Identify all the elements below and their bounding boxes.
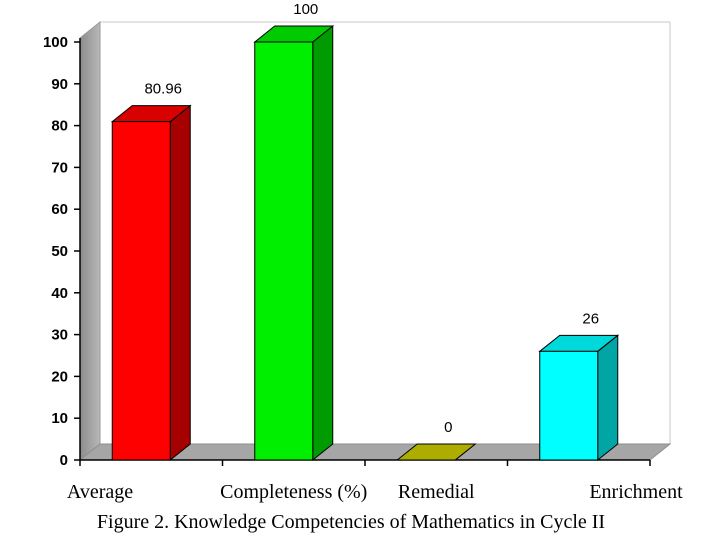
side-wall [79, 20, 101, 462]
bar-front [254, 41, 314, 461]
bar-side [312, 24, 334, 462]
y-tick-label: 80 [51, 118, 68, 135]
y-tick-label: 70 [51, 159, 68, 176]
bar [538, 334, 620, 462]
category-label: Enrichment [589, 481, 683, 503]
data-label: 0 [444, 419, 452, 436]
bar-front [539, 350, 599, 461]
bar [110, 104, 192, 462]
bar [395, 443, 477, 461]
y-tick-label: 100 [43, 34, 68, 51]
y-tick-label: 20 [51, 368, 68, 385]
category-label: Completeness (%) [220, 481, 367, 503]
bar-series [110, 24, 620, 462]
y-tick-label: 50 [51, 243, 68, 260]
y-tick-label: 0 [60, 452, 68, 469]
category-label: Remedial [398, 481, 475, 503]
bar-side [597, 334, 619, 462]
y-axis: 0 10 20 30 40 50 60 70 80 90 100 [43, 34, 81, 469]
category-labels: Average Completeness (%) Remedial Enrichmen… [67, 481, 683, 503]
y-tick-label: 60 [51, 201, 68, 218]
data-labels: 80.96 100 0 26 [144, 1, 599, 436]
bar-front [111, 121, 171, 461]
bar [253, 24, 335, 462]
data-label: 80.96 [144, 81, 182, 98]
category-label: Average [67, 481, 133, 503]
x-axis [79, 459, 651, 466]
bar-top [395, 443, 477, 461]
y-tick-label: 40 [51, 285, 68, 302]
y-tick-label: 30 [51, 327, 68, 344]
figure-caption: Figure 2. Knowledge Competencies of Math… [97, 511, 605, 533]
y-tick-label: 10 [51, 410, 68, 427]
data-label: 100 [293, 1, 318, 18]
data-label: 26 [582, 310, 599, 327]
bar-side [169, 104, 191, 462]
y-tick-label: 90 [51, 76, 68, 93]
